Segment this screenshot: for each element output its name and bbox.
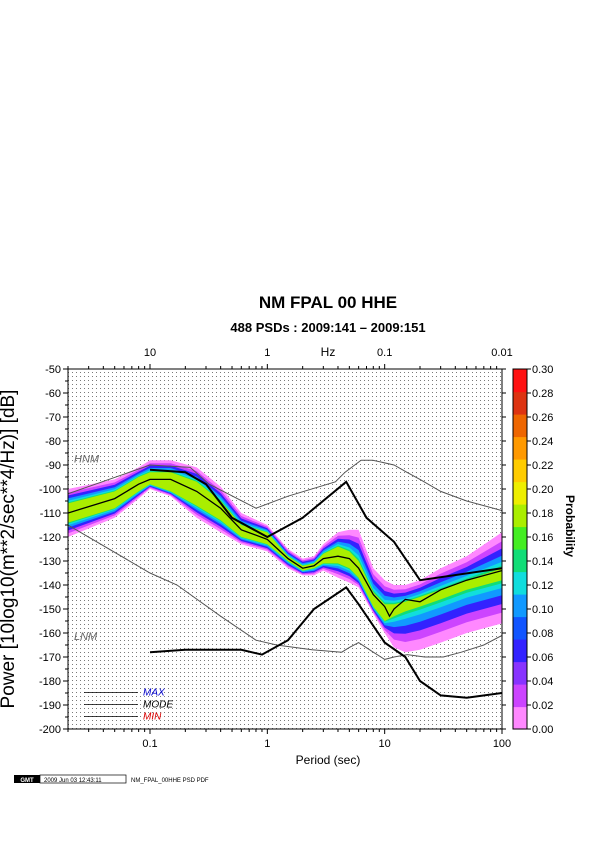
y-tick-label: -180 — [39, 676, 61, 688]
x-axis-title: Period (sec) — [296, 753, 361, 767]
nhnm-line — [68, 459, 502, 512]
colorbar-tick-label: 0.02 — [532, 700, 553, 712]
colorbar-tick-label: 0.12 — [532, 580, 553, 592]
colorbar-segment — [513, 549, 527, 573]
colorbar-segment — [513, 369, 527, 393]
chart-title: NM FPAL 00 HHE — [259, 293, 397, 312]
footer: GMT 2009 Jun 03 12:43:11 NM_FPAL_00HHE P… — [14, 774, 209, 784]
colorbar-segment — [513, 639, 527, 663]
top-tick-label: 1 — [264, 347, 270, 359]
colorbar-segment — [513, 571, 527, 595]
y-tick-label: -170 — [39, 652, 61, 664]
colorbar-tick-label: 0.04 — [532, 676, 553, 688]
colorbar-title: Probability — [563, 495, 577, 557]
y-tick-label: -80 — [45, 436, 61, 448]
legend-label: MIN — [143, 711, 162, 722]
x-tick-label: 0.1 — [142, 738, 157, 750]
y-tick-label: -70 — [45, 412, 61, 424]
y-tick-label: -150 — [39, 604, 61, 616]
colorbar: 0.00 0.02 0.04 0.06 0.08 0.10 0.12 0.14 0.16 0.18… — [512, 364, 553, 736]
legend-label: MAX — [143, 687, 165, 698]
top-tick-label: 0.01 — [491, 347, 512, 359]
gmt-logo-text: GMT — [20, 778, 34, 784]
y-tick-label: -90 — [45, 460, 61, 472]
top-frequency-axis: 10 1 0.1 0.01 — [144, 347, 513, 359]
top-axis-title: Hz — [321, 345, 336, 359]
hnm-label: HNM — [74, 454, 100, 466]
colorbar-tick-label: 0.18 — [532, 508, 553, 520]
y-tick-label: -100 — [39, 484, 61, 496]
nlnm-line — [68, 524, 502, 660]
y-axis: -50 -60 -70 -80 -90 -100 -110 -120 -130 -140 -150 -… — [39, 364, 506, 736]
colorbar-segment — [513, 706, 527, 730]
colorbar-segment — [513, 436, 527, 460]
colorbar-segment — [513, 481, 527, 505]
timestamp-box — [39, 774, 127, 784]
lnm-label: LNM — [74, 631, 98, 643]
colorbar-segment — [513, 594, 527, 618]
colorbar-segment — [513, 616, 527, 640]
colorbar-tick-label: 0.16 — [532, 532, 553, 544]
y-tick-label: -200 — [39, 724, 61, 736]
max-line — [149, 468, 502, 582]
colorbar-tick-label: 0.10 — [532, 604, 553, 616]
colorbar-segment — [513, 684, 527, 708]
colorbar-segment — [513, 661, 527, 685]
chart-subtitle: 488 PSDs : 2009:141 – 2009:151 — [230, 320, 425, 335]
colorbar-segment — [513, 526, 527, 550]
colorbar-tick-label: 0.06 — [532, 652, 553, 664]
colorbar-tick-label: 0.28 — [532, 388, 553, 400]
colorbar-tick-label: 0.00 — [532, 724, 553, 736]
colorbar-tick-label: 0.30 — [532, 364, 553, 376]
y-tick-label: -60 — [45, 388, 61, 400]
colorbar-tick-label: 0.26 — [532, 412, 553, 424]
x-axis: 0.1 1 10 100 — [67, 364, 511, 750]
footer-timestamp: 2009 Jun 03 12:43:11 — [44, 778, 102, 784]
y-tick-label: -110 — [40, 508, 61, 520]
y-tick-label: -140 — [39, 580, 61, 592]
colorbar-tick-label: 0.08 — [532, 628, 553, 640]
y-tick-label: -50 — [45, 364, 61, 376]
colorbar-tick-label: 0.24 — [532, 436, 553, 448]
colorbar-tick-label: 0.14 — [532, 556, 553, 568]
colorbar-frame — [512, 368, 528, 730]
colorbar-segment — [513, 504, 527, 528]
colorbar-tick-label: 0.22 — [532, 460, 553, 472]
y-tick-label: -190 — [39, 700, 61, 712]
colorbar-segment — [513, 459, 527, 483]
plot-layer: HNM LNM — [68, 454, 502, 699]
colorbar-tick-label: 0.20 — [532, 484, 553, 496]
y-tick-label: -120 — [39, 532, 61, 544]
pdf-band-mid — [68, 465, 502, 634]
colorbar-segment — [513, 391, 527, 415]
x-tick-label: 1 — [264, 738, 270, 750]
y-tick-label: -160 — [39, 628, 61, 640]
x-tick-label: 100 — [493, 738, 511, 750]
gmt-logo — [14, 775, 40, 783]
top-tick-label: 0.1 — [377, 347, 392, 359]
mode-line — [68, 478, 502, 618]
x-tick-label: 10 — [379, 738, 391, 750]
footer-label: NM_FPAL_00HHE PSD PDF — [131, 778, 209, 784]
colorbar-segment — [513, 414, 527, 438]
top-tick-label: 10 — [144, 347, 156, 359]
legend-label: MODE — [143, 699, 173, 710]
min-line — [149, 586, 502, 699]
y-axis-title: Power [10log10(m**2/sec**4/Hz)] [dB] — [0, 390, 19, 709]
y-tick-label: -130 — [39, 556, 61, 568]
